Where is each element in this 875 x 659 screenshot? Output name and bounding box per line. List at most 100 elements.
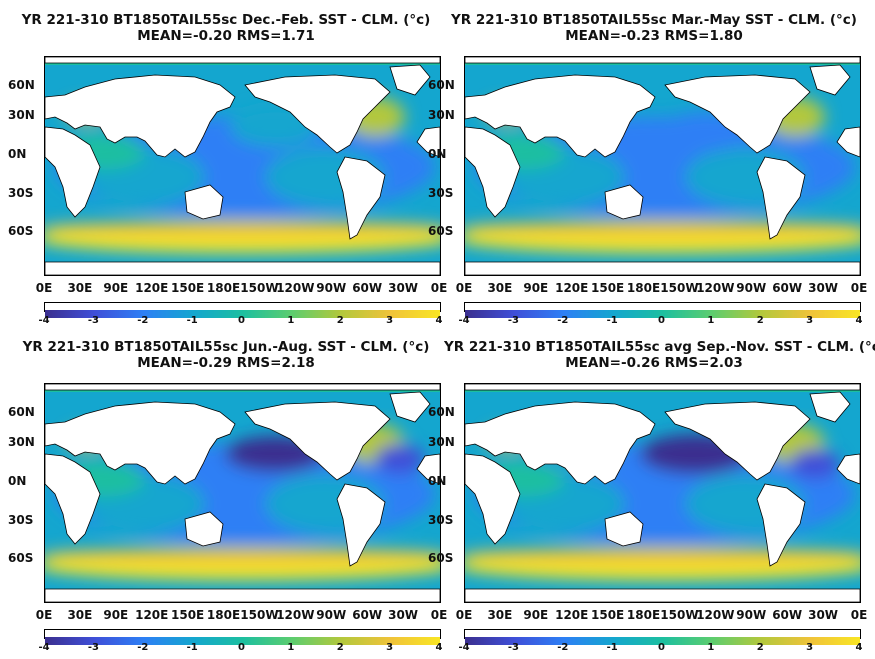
colorbar-tick-label: 3 <box>806 642 814 653</box>
lon-tick-label: 150W <box>660 281 699 295</box>
colorbar-tick-label: 4 <box>435 642 443 653</box>
colorbar-ticks: -4 -3 -2 -1 0 1 2 3 4 <box>38 642 442 654</box>
colorbar-tick-label: 2 <box>756 642 764 653</box>
land-mask <box>45 57 440 64</box>
land-mask <box>465 588 860 602</box>
map-canvas <box>465 57 860 275</box>
colorbar-tick-label: 0 <box>658 315 665 326</box>
land-mask <box>45 588 440 602</box>
colorbar-tick-label: 0 <box>238 315 245 326</box>
land-mask <box>45 384 440 391</box>
lat-tick-label: 60N <box>8 405 35 419</box>
colorbar-tick-label: 1 <box>287 642 295 653</box>
colorbar-tick-label: -3 <box>507 315 519 326</box>
lon-tick-label: 120E <box>135 608 169 622</box>
anomaly-patch <box>45 221 440 237</box>
land-mask <box>45 453 101 545</box>
land-mask <box>336 156 386 240</box>
lat-tick-label: 30N <box>8 435 35 449</box>
land-mask <box>465 384 860 391</box>
panel-stats: MEAN=-0.20 RMS=1.71 <box>137 28 315 44</box>
lat-tick-label: 30S <box>8 513 34 527</box>
map-panel-djf: YR 221-310 BT1850TAIL55sc Dec.-Feb. SST … <box>8 12 464 332</box>
panel-stats: MEAN=-0.26 RMS=2.03 <box>565 355 743 371</box>
lon-tick-label: 0E <box>35 608 53 622</box>
lon-tick-label: 60W <box>352 608 383 622</box>
map-canvas <box>45 57 440 275</box>
lon-tick-label: 90E <box>103 281 129 295</box>
colorbar-tick-label: -2 <box>137 315 149 326</box>
sst-anomaly-map <box>464 56 861 276</box>
land-mask <box>416 126 440 158</box>
colorbar-ticks: -4 -3 -2 -1 0 1 2 3 4 <box>458 642 862 654</box>
lon-tick-label: 150E <box>591 608 625 622</box>
lon-tick-label: 30W <box>388 608 419 622</box>
land-mask <box>389 391 431 423</box>
lon-tick-label: 150W <box>240 281 279 295</box>
land-mask <box>465 57 860 64</box>
colorbar-tick-label: 1 <box>707 315 715 326</box>
colorbar-tick-label: 4 <box>855 315 863 326</box>
anomaly-patch <box>375 444 425 474</box>
lon-tick-label: 150W <box>660 608 699 622</box>
lon-tick-label: 30W <box>808 281 839 295</box>
lon-tick-label: 0E <box>455 281 473 295</box>
colorbar-tick-label: -2 <box>137 642 149 653</box>
lat-tick-label: 60N <box>428 78 455 92</box>
colorbar-tick-label: -4 <box>458 315 470 326</box>
lon-tick-label: 180E <box>206 608 241 622</box>
lon-tick-label: 150E <box>591 281 625 295</box>
lon-tick-label: 90W <box>316 608 347 622</box>
anomaly-patch <box>465 221 860 237</box>
land-mask <box>604 184 644 220</box>
colorbar-tick-label: -2 <box>557 315 569 326</box>
land-mask <box>664 401 811 481</box>
colorbar-tick-label: 4 <box>855 642 863 653</box>
lon-tick-label: 30E <box>487 608 513 622</box>
lon-tick-label: 120E <box>135 281 169 295</box>
lon-tick-label: 0E <box>430 608 448 622</box>
land-mask <box>836 126 860 158</box>
colorbar-tick-label: -2 <box>557 642 569 653</box>
lon-tick-labels: 0E 30E 90E 120E 150E 180E 150W 120W 90W 60W 30W 0E <box>36 608 448 624</box>
lon-tick-label: 120W <box>276 281 315 295</box>
map-panel-mam: YR 221-310 BT1850TAIL55sc Mar.-May SST -… <box>428 12 875 332</box>
lon-tick-label: 30E <box>67 608 93 622</box>
lon-tick-label: 60W <box>772 281 803 295</box>
colorbar-gradient <box>465 310 860 318</box>
colorbar-tick-label: 0 <box>238 642 245 653</box>
colorbar-tick-label: -1 <box>606 642 618 653</box>
lon-tick-label: 90W <box>316 281 347 295</box>
lat-tick-label: 30N <box>428 108 455 122</box>
land-mask <box>756 156 806 240</box>
lon-tick-label: 0E <box>430 281 448 295</box>
lat-tick-label: 30S <box>428 186 454 200</box>
land-mask <box>45 261 440 275</box>
panel-title: YR 221-310 BT1850TAIL55sc avg Sep.-Nov. … <box>444 339 875 355</box>
lat-tick-label: 60N <box>428 405 455 419</box>
map-panel-son: YR 221-310 BT1850TAIL55sc avg Sep.-Nov. … <box>428 339 875 659</box>
colorbar-tick-label: 4 <box>435 315 443 326</box>
lon-tick-label: 30W <box>808 608 839 622</box>
lon-tick-label: 90E <box>103 608 129 622</box>
lat-tick-label: 60N <box>8 78 35 92</box>
land-mask <box>184 184 224 220</box>
colorbar-tick-label: 3 <box>386 315 394 326</box>
lat-tick-label: 30N <box>8 108 35 122</box>
lat-tick-label: 30S <box>8 186 34 200</box>
lon-tick-label: 90E <box>523 281 549 295</box>
land-mask <box>465 74 656 158</box>
colorbar-tick-label: 0 <box>658 642 665 653</box>
lon-tick-label: 120W <box>276 608 315 622</box>
colorbar-gradient <box>45 637 440 645</box>
lon-tick-label: 30E <box>487 281 513 295</box>
colorbar-tick-label: 1 <box>287 315 295 326</box>
panel-stats: MEAN=-0.29 RMS=2.18 <box>137 355 315 371</box>
lon-tick-label: 90E <box>523 608 549 622</box>
lat-tick-label: 30S <box>428 513 454 527</box>
lat-tick-label: 60S <box>8 224 34 238</box>
lat-tick-label: 60S <box>8 551 34 565</box>
colorbar-tick-label: -1 <box>186 642 198 653</box>
land-mask <box>336 483 386 567</box>
lon-tick-label: 0E <box>850 608 868 622</box>
